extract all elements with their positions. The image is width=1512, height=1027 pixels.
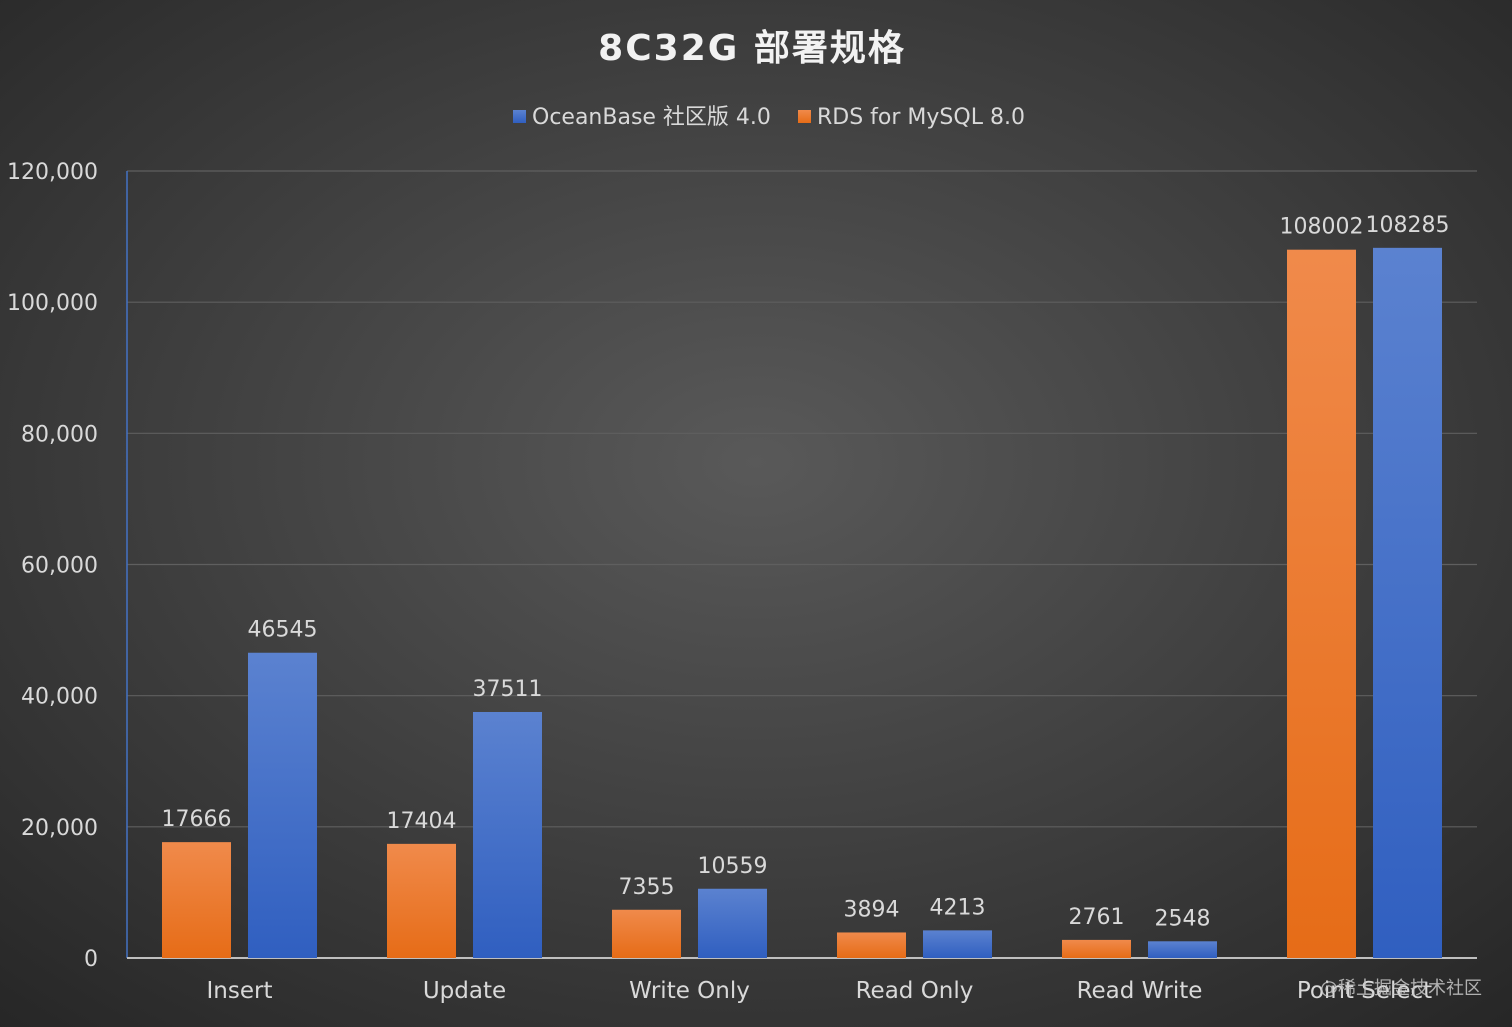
legend-swatch [513,110,526,123]
data-label: 17666 [162,807,232,832]
y-tick-label: 20,000 [21,816,98,841]
y-tick-label: 40,000 [21,685,98,710]
data-label: 3894 [844,897,900,922]
data-label: 2548 [1155,906,1211,931]
x-category-label: Update [423,978,506,1004]
legend-label: OceanBase 社区版 4.0 [532,105,771,130]
bar-oceanbase [923,930,992,958]
bar-oceanbase [1373,247,1442,958]
bar-oceanbase [698,888,767,958]
data-label: 17404 [387,809,457,834]
bar-rds-mysql [1287,249,1356,958]
x-category-label: Read Only [856,978,974,1004]
data-label: 46545 [248,618,318,643]
y-tick-label: 100,000 [7,291,98,316]
x-category-label: Read Write [1077,978,1203,1004]
y-tick-label: 0 [84,947,98,972]
x-category-label: Write Only [629,978,750,1004]
labels: 0 20,000 40,000 60,000 80,000 100,000 120,000 1… [7,160,1449,1004]
bar-rds-mysql [1062,939,1131,958]
watermark-text: @稀土掘金技术社区 [1320,978,1482,999]
legend: OceanBase 社区版 4.0 RDS for MySQL 8.0 [513,105,1025,130]
bar-rds-mysql [387,843,456,958]
y-tick-label: 80,000 [21,422,98,447]
data-label: 108285 [1366,213,1450,238]
data-label: 2761 [1069,905,1125,930]
bar-oceanbase [1148,941,1217,958]
bar-oceanbase [473,711,542,958]
x-category-label: Point Select [1297,978,1432,1004]
bars [162,247,1442,958]
gridlines [126,170,1477,959]
legend-swatch [798,110,811,123]
bar-oceanbase [248,652,317,958]
chart-title: 8C32G 部署规格 [598,28,906,69]
y-tick-label: 60,000 [21,554,98,579]
bar-rds-mysql [837,932,906,958]
data-label: 10559 [698,854,768,879]
x-category-label: Insert [207,978,273,1004]
data-label: 108002 [1280,215,1364,240]
bar-rds-mysql [162,842,231,958]
data-label: 4213 [930,895,986,920]
data-label: 7355 [619,875,675,900]
data-label: 37511 [473,677,543,702]
bar-rds-mysql [612,909,681,958]
y-tick-label: 120,000 [7,160,98,185]
legend-label: RDS for MySQL 8.0 [817,105,1025,130]
